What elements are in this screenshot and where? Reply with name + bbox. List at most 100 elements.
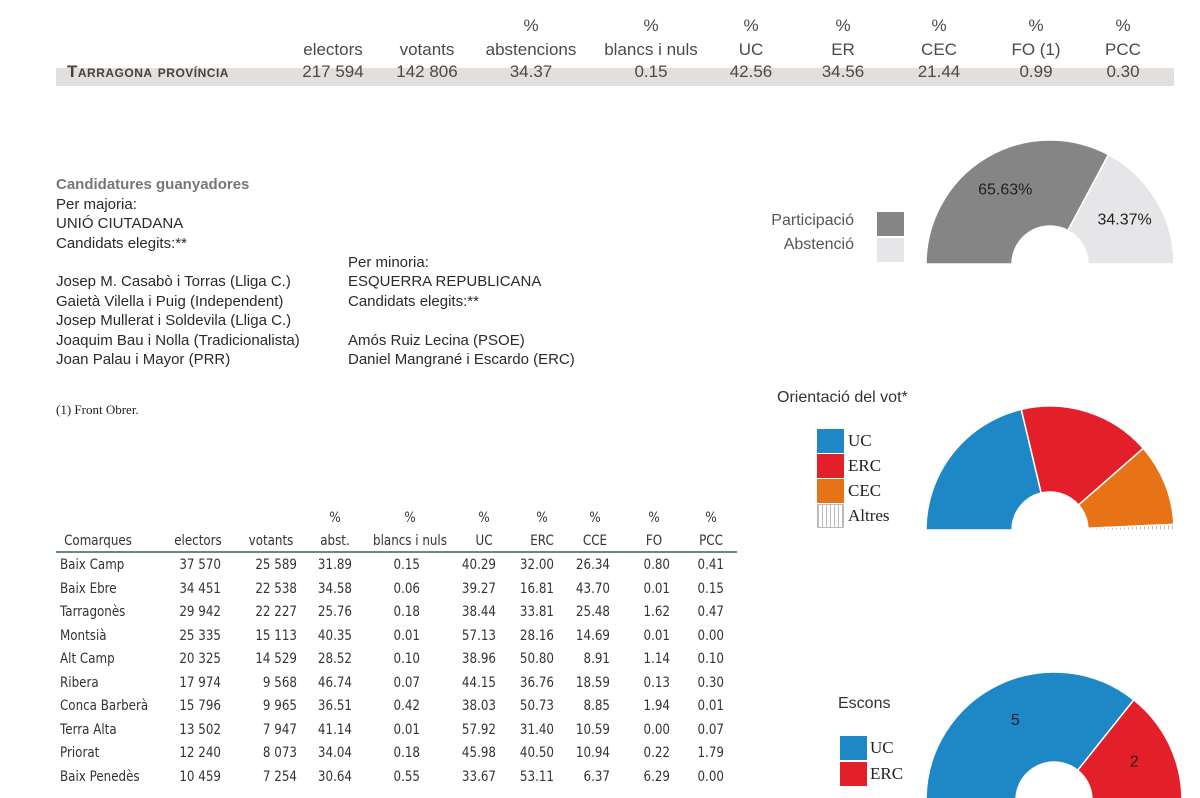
summary-column-header: % blancs i nuls	[581, 14, 721, 62]
table-cell: 22 227	[255, 604, 297, 620]
table-row: Tarragonès 29 942 22 227 25.76 0.18 38.44 33.8…	[0, 601, 740, 625]
table-cell: 8 073	[262, 745, 297, 761]
table-cell: 30.64	[317, 768, 352, 785]
region-name: Tarragona província	[67, 62, 229, 81]
table-cell: 28.16	[519, 627, 554, 644]
table-row: Baix Camp 37 570 25 589 31.89 0.15 40.29 32.00…	[0, 554, 740, 578]
table-cell: 31.40	[519, 721, 554, 738]
summary-column-value: 0.30	[1106, 62, 1140, 81]
table-cell: 25.76	[317, 604, 352, 620]
summary-column-header: % abstencions	[461, 14, 601, 62]
legend-label-erc: ERC	[848, 456, 882, 475]
comarca-name: Priorat	[60, 745, 100, 761]
table-cell: 0.80	[643, 557, 670, 573]
participation-half-donut: 65.63% 34.37%	[925, 139, 1175, 265]
table-cell: 38.03	[461, 698, 496, 714]
table-cell: 50.80	[519, 651, 554, 667]
table-cell: 25 589	[255, 557, 297, 573]
table-cell: 0.01	[643, 627, 670, 644]
table-cell: 0.42	[393, 698, 420, 714]
table-cell: 13 502	[179, 721, 221, 738]
table-cell: 34.58	[317, 580, 352, 597]
table-cell: 33.67	[461, 768, 496, 785]
comarca-name: Terra Alta	[60, 721, 117, 738]
summary-column-pct: %	[835, 16, 851, 35]
summary-band	[56, 68, 1174, 86]
summary-column-value: 42.56	[729, 62, 773, 81]
table-cell: 10.94	[575, 745, 610, 761]
table-cell: 29 942	[179, 604, 221, 620]
table-cell: 25.48	[575, 604, 610, 620]
summary-column-label: UC	[738, 40, 764, 59]
summary-column-value: 34.37	[509, 62, 553, 81]
table-cell: 50.73	[519, 698, 554, 714]
legend-label-cec: CEC	[848, 481, 882, 500]
table-cell: 10.59	[575, 721, 610, 738]
table-cell: 41.14	[317, 721, 352, 738]
table-cell: 0.00	[697, 627, 724, 644]
table-cell: 0.07	[697, 721, 724, 738]
table-cell: 0.01	[643, 580, 670, 597]
table-row: Ribera 17 974 9 568 46.74 0.07 44.15 36.76 18.5…	[0, 672, 740, 696]
table-cell: 53.11	[519, 768, 554, 785]
summary-column-label: FO (1)	[1011, 40, 1061, 59]
comarca-name: Tarragonès	[60, 604, 126, 620]
table-cell: 34.04	[317, 745, 352, 761]
summary-column-header: % ER	[773, 14, 913, 62]
comarca-name: Ribera	[60, 674, 99, 691]
table-cell: 0.07	[393, 674, 420, 691]
table-cell: 40.35	[317, 627, 352, 644]
summary-column-header: % PCC	[1053, 14, 1193, 62]
table-cell: 1.14	[643, 651, 670, 667]
table-header-label: blancs i nuls	[373, 533, 447, 549]
table-cell: 6.37	[583, 768, 610, 785]
legend-label-uc: UC	[848, 431, 872, 450]
table-cell: 38.44	[461, 604, 496, 620]
majority-candidate: Joaquim Bau i Nolla (Tradicionalista)	[56, 331, 300, 349]
table-header-label: UC	[475, 533, 493, 549]
summary-column-label: abstencions	[485, 40, 577, 59]
table-cell: 0.00	[643, 721, 670, 738]
table-cell: 0.15	[393, 557, 420, 573]
legend-swatch-erc	[817, 454, 844, 478]
table-cell: 18.59	[575, 674, 610, 691]
table-header-pct: %	[478, 510, 490, 526]
majority-candidate: Joan Palau i Mayor (PRR)	[56, 351, 231, 368]
legend-label-erc: ERC	[870, 764, 904, 783]
legend-swatch-cec	[817, 479, 844, 503]
table-cell: 22 538	[255, 580, 297, 597]
seats-chart-title: Escons	[838, 695, 891, 712]
comarca-name: Conca Barberà	[60, 698, 149, 714]
table-cell: 38.96	[461, 651, 496, 667]
table-cell: 20 325	[179, 651, 221, 667]
majority-party: UNIÓ CIUTADANA	[56, 215, 184, 232]
summary-column-header: % UC	[681, 14, 821, 62]
majority-heading: Per majoria:	[56, 195, 137, 213]
summary-column-label: ER	[831, 40, 855, 59]
comarca-name: Alt Camp	[60, 651, 115, 667]
table-cell: 15 796	[179, 698, 221, 714]
table-cell: 17 974	[179, 674, 221, 691]
majority-candidate: Josep Mullerat i Soldevila (Lliga C.)	[56, 312, 292, 329]
table-header-pct: %	[648, 510, 660, 526]
table-cell: 14 529	[255, 651, 297, 667]
table-header-label: FO	[645, 533, 663, 549]
table-cell: 36.76	[519, 674, 554, 691]
table-header-label: CCE	[582, 533, 608, 549]
table-cell: 37 570	[179, 557, 221, 573]
table-header-label: Comarques	[64, 533, 132, 549]
seats-half-donut: 52	[925, 671, 1183, 798]
slice-abstencio	[1066, 153, 1175, 265]
table-cell: 57.92	[461, 721, 496, 738]
table-cell: 0.22	[643, 745, 670, 761]
majority-candidate: Josep M. Casabò i Torras (Lliga C.)	[56, 273, 291, 290]
slice-uc	[925, 408, 1043, 531]
table-cell: 0.15	[697, 580, 724, 597]
legend-swatch-uc	[817, 429, 844, 453]
summary-column-pct: %	[643, 16, 659, 35]
orientation-half-donut	[925, 405, 1175, 531]
summary-column-value: 34.56	[821, 62, 865, 81]
summary-column-label: votants	[399, 40, 455, 59]
table-cell: 25 335	[179, 627, 221, 644]
table-cell: 44.15	[461, 674, 496, 691]
